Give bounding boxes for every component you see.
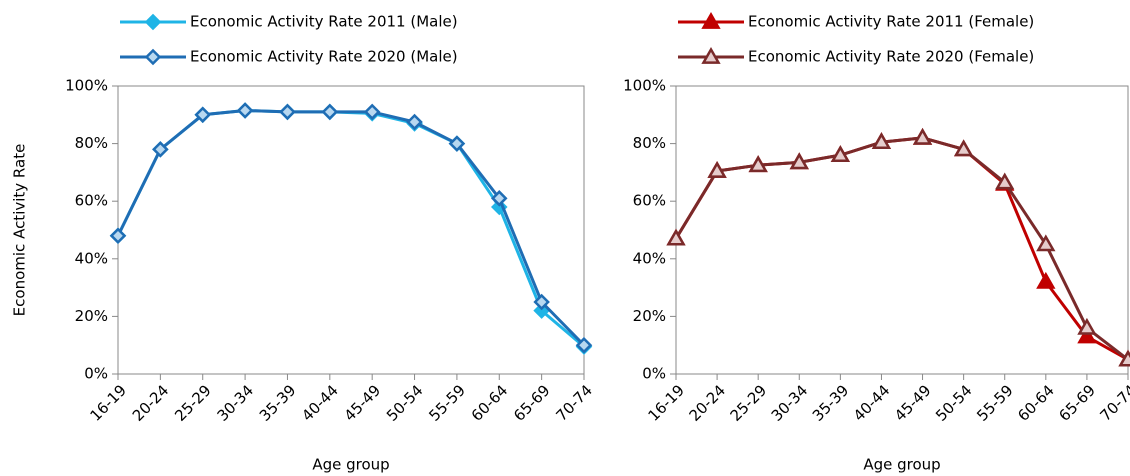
x-tick-label: 16-19 <box>644 381 688 425</box>
marker <box>194 106 211 124</box>
marker <box>533 293 550 311</box>
marker <box>109 227 127 245</box>
x-tick-label: 45-49 <box>891 381 935 425</box>
x-tick-label: 50-54 <box>932 381 976 425</box>
marker <box>666 228 686 246</box>
legend-marker <box>144 48 162 66</box>
x-tick-label: 35-39 <box>256 381 300 425</box>
marker <box>707 160 727 178</box>
legend-marker <box>701 11 721 29</box>
y-tick-label: 60% <box>633 192 666 210</box>
marker <box>1077 317 1097 335</box>
x-tick-label: 25-29 <box>727 381 771 425</box>
x-axis-label: Age group <box>863 456 940 474</box>
marker <box>575 336 593 354</box>
x-tick-label: 55-59 <box>973 381 1017 425</box>
x-tick-label: 70-74 <box>1096 381 1130 425</box>
legend-label: Economic Activity Rate 2011 (Male) <box>190 13 458 31</box>
marker <box>279 103 296 121</box>
plot-frame <box>675 85 1129 375</box>
marker <box>448 135 466 152</box>
marker <box>1118 349 1130 367</box>
marker <box>830 145 851 162</box>
legend-label: Economic Activity Rate 2011 (Female) <box>748 13 1034 31</box>
legend-marker <box>144 13 162 31</box>
line <box>674 136 1129 361</box>
marker <box>748 155 768 173</box>
line <box>116 108 585 348</box>
y-tick-label: 100% <box>623 77 666 95</box>
y-tick-label: 20% <box>633 307 666 325</box>
x-tick-label: 60-64 <box>468 381 512 425</box>
x-tick-label: 20-24 <box>686 381 730 425</box>
x-tick-label: 45-49 <box>341 381 385 425</box>
legend-label: Economic Activity Rate 2020 (Female) <box>748 48 1034 66</box>
legend-label: Economic Activity Rate 2020 (Male) <box>190 48 458 66</box>
legend-marker <box>701 46 721 64</box>
marker <box>953 139 974 157</box>
marker <box>912 127 933 145</box>
y-axis-label: Economic Activity Rate <box>11 144 29 317</box>
x-tick-label: 30-34 <box>214 381 258 425</box>
x-tick-label: 65-69 <box>510 381 554 425</box>
marker <box>1036 271 1056 289</box>
y-tick-label: 80% <box>633 134 666 152</box>
marker <box>491 198 508 216</box>
x-tick-label: 40-44 <box>850 381 894 425</box>
x-tick-label: 40-44 <box>298 381 342 425</box>
line <box>674 136 1129 361</box>
marker <box>789 152 809 170</box>
x-tick-label: 65-69 <box>1055 381 1099 425</box>
y-tick-label: 100% <box>65 77 108 95</box>
y-tick-label: 80% <box>75 134 108 152</box>
x-tick-label: 16-19 <box>86 381 130 425</box>
marker <box>995 172 1015 190</box>
marker <box>321 103 339 121</box>
y-tick-label: 20% <box>75 307 108 325</box>
marker <box>871 132 892 150</box>
marker <box>152 141 169 158</box>
y-tick-label: 0% <box>84 365 108 383</box>
marker <box>491 190 508 207</box>
marker <box>1077 326 1097 344</box>
x-tick-label: 70-74 <box>552 381 596 425</box>
y-tick-label: 40% <box>633 249 666 267</box>
y-tick-label: 0% <box>642 365 666 383</box>
x-tick-label: 30-34 <box>768 381 812 425</box>
y-tick-label: 60% <box>75 192 108 210</box>
marker <box>406 113 423 131</box>
y-tick-label: 40% <box>75 249 108 267</box>
line <box>116 108 586 347</box>
marker <box>1036 234 1056 252</box>
plot-frame <box>117 85 585 375</box>
marker <box>236 102 254 119</box>
x-tick-label: 20-24 <box>129 381 173 425</box>
x-tick-label: 35-39 <box>809 381 853 425</box>
marker <box>363 103 381 121</box>
x-tick-label: 55-59 <box>425 381 469 425</box>
x-axis-label: Age group <box>312 456 389 474</box>
x-tick-label: 50-54 <box>383 381 427 425</box>
x-tick-label: 25-29 <box>171 381 215 425</box>
x-tick-label: 60-64 <box>1014 381 1058 425</box>
